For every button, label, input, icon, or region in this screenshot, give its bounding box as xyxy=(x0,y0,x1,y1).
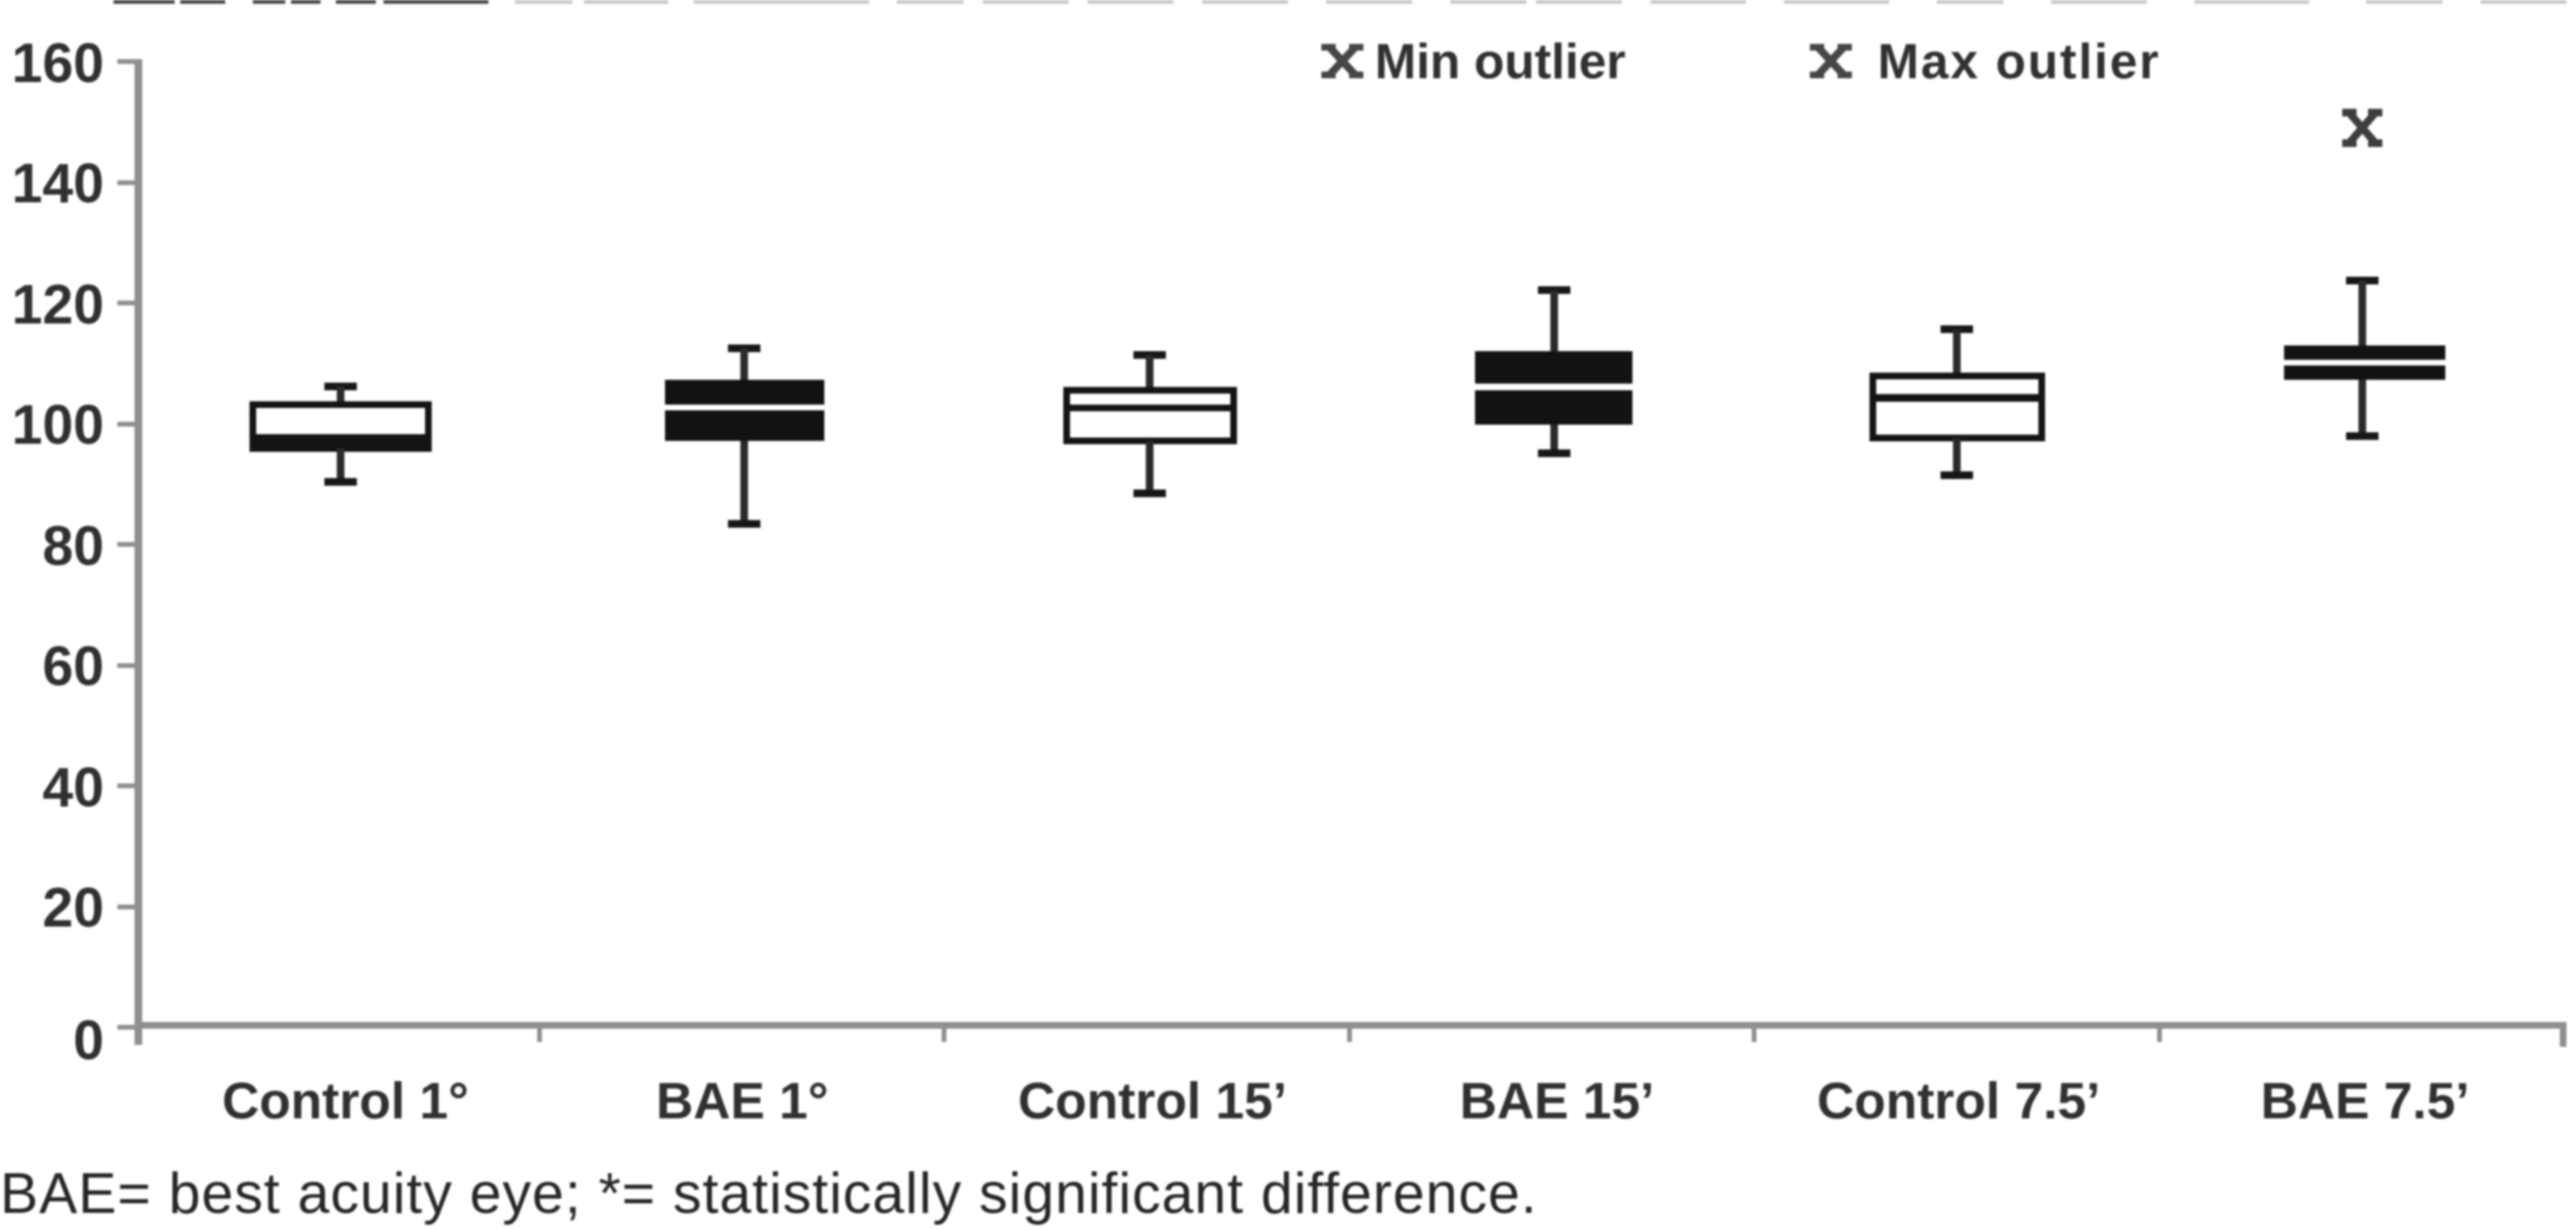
svg-text:Control 7.5’: Control 7.5’ xyxy=(1817,1073,2100,1130)
svg-text:BAE 7.5’: BAE 7.5’ xyxy=(2260,1073,2469,1130)
svg-text:0: 0 xyxy=(73,1010,104,1072)
svg-text:Min outlier: Min outlier xyxy=(1375,34,1626,90)
svg-text:Control 15’: Control 15’ xyxy=(1018,1073,1287,1130)
svg-text:80: 80 xyxy=(42,515,104,577)
svg-text:BAE 15’: BAE 15’ xyxy=(1460,1073,1654,1130)
svg-text:120: 120 xyxy=(11,274,104,336)
svg-text:40: 40 xyxy=(42,757,104,819)
svg-text:Max outlier: Max outlier xyxy=(1878,34,2161,90)
svg-text:60: 60 xyxy=(42,636,104,698)
svg-text:20: 20 xyxy=(42,877,104,939)
svg-text:100: 100 xyxy=(11,394,104,456)
svg-text:BAE= best acuity eye; *= stati: BAE= best acuity eye; *= statistically s… xyxy=(0,1161,1538,1225)
svg-text:160: 160 xyxy=(11,32,104,94)
svg-text:Control 1°: Control 1° xyxy=(222,1073,469,1130)
svg-text:140: 140 xyxy=(11,153,104,215)
svg-text:BAE 1°: BAE 1° xyxy=(656,1073,829,1130)
